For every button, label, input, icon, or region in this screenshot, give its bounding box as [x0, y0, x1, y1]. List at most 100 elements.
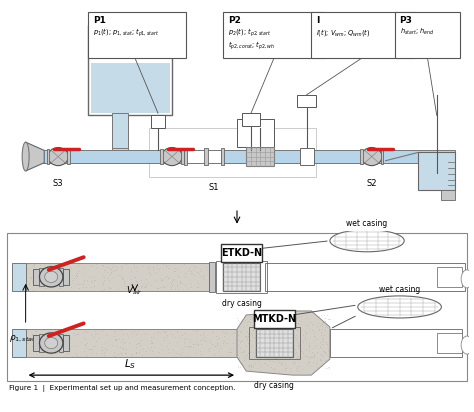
- Point: [314, 320, 322, 326]
- Point: [31, 268, 39, 275]
- Point: [222, 329, 230, 336]
- Point: [249, 362, 256, 368]
- Point: [199, 331, 206, 338]
- Point: [299, 366, 306, 372]
- Point: [243, 351, 251, 358]
- Point: [31, 335, 38, 341]
- Point: [220, 332, 228, 339]
- Bar: [216, 261, 267, 293]
- Point: [193, 278, 201, 284]
- Bar: [183, 150, 221, 163]
- Point: [247, 361, 255, 368]
- Point: [172, 350, 179, 356]
- Point: [107, 269, 115, 276]
- Point: [155, 348, 163, 355]
- Point: [105, 272, 112, 279]
- Point: [291, 360, 298, 366]
- Point: [281, 366, 288, 373]
- Point: [47, 262, 55, 268]
- Point: [289, 330, 297, 336]
- Point: [177, 350, 184, 357]
- Point: [270, 350, 278, 356]
- Point: [292, 366, 300, 373]
- Point: [134, 340, 141, 346]
- Point: [147, 334, 155, 340]
- Point: [236, 321, 243, 328]
- Point: [237, 348, 245, 355]
- Point: [324, 316, 332, 323]
- Point: [253, 338, 260, 345]
- Point: [190, 262, 198, 269]
- Point: [292, 315, 300, 321]
- Point: [287, 351, 294, 358]
- Point: [281, 339, 288, 345]
- Point: [88, 332, 95, 338]
- Point: [144, 265, 151, 272]
- Point: [93, 329, 101, 336]
- Point: [289, 329, 296, 336]
- Point: [109, 274, 116, 281]
- Point: [236, 338, 243, 345]
- Point: [321, 318, 329, 324]
- Point: [276, 338, 283, 345]
- Point: [100, 286, 108, 292]
- Point: [286, 354, 294, 361]
- Point: [178, 331, 185, 338]
- Point: [247, 344, 255, 350]
- Point: [83, 339, 91, 346]
- Point: [198, 341, 205, 347]
- Point: [29, 286, 37, 293]
- Point: [301, 328, 309, 335]
- Point: [294, 342, 302, 348]
- Text: ETKD-N: ETKD-N: [221, 248, 262, 258]
- Point: [120, 339, 128, 345]
- Point: [87, 277, 95, 284]
- Bar: [395, 12, 460, 58]
- Text: $L_S$: $L_S$: [124, 357, 136, 371]
- Point: [41, 265, 49, 272]
- Point: [143, 348, 150, 354]
- Point: [200, 329, 207, 336]
- Point: [272, 340, 280, 346]
- Point: [292, 349, 299, 355]
- Point: [260, 337, 268, 343]
- Point: [119, 336, 127, 343]
- Point: [54, 350, 61, 356]
- Point: [58, 271, 65, 277]
- Point: [292, 319, 300, 326]
- Point: [210, 351, 218, 358]
- Point: [61, 263, 68, 270]
- Point: [100, 349, 108, 356]
- Point: [271, 351, 278, 357]
- Point: [213, 342, 220, 349]
- Point: [275, 314, 283, 321]
- Point: [32, 348, 39, 355]
- Point: [54, 282, 62, 288]
- Circle shape: [48, 147, 68, 166]
- Point: [148, 340, 156, 346]
- Point: [326, 338, 333, 345]
- Point: [160, 261, 167, 267]
- Point: [253, 365, 261, 371]
- Point: [244, 350, 252, 356]
- Bar: [437, 333, 462, 353]
- Point: [256, 360, 264, 366]
- Point: [142, 280, 150, 287]
- Point: [174, 350, 182, 356]
- Point: [31, 328, 39, 335]
- Point: [148, 339, 156, 345]
- Point: [282, 365, 290, 371]
- Point: [145, 264, 152, 271]
- Point: [161, 328, 168, 334]
- Point: [246, 361, 254, 368]
- Point: [65, 278, 73, 285]
- Point: [70, 330, 78, 336]
- Point: [36, 343, 44, 349]
- Point: [91, 330, 99, 337]
- Point: [234, 363, 241, 370]
- Point: [182, 352, 190, 359]
- Point: [97, 347, 104, 354]
- Point: [45, 328, 53, 335]
- Point: [312, 360, 319, 366]
- Point: [234, 342, 241, 348]
